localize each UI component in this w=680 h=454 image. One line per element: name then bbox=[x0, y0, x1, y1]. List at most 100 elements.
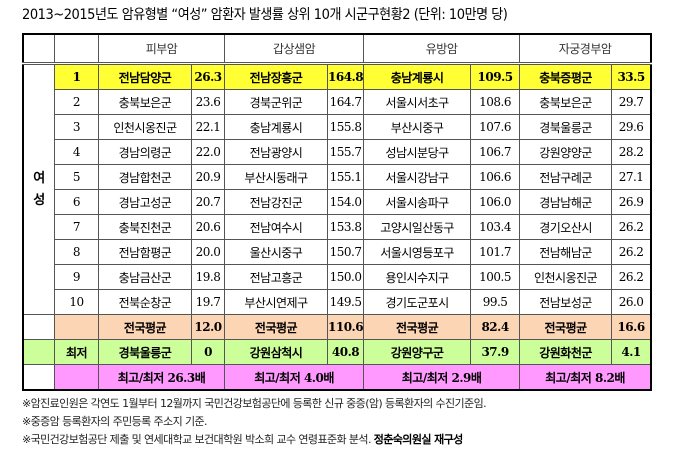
table-row: 4 경남의령군 22.0 전남광양시 155.7 성남시분당구 106.7 강원양양군 28.2 bbox=[23, 139, 652, 165]
table-row: 6 경남고성군 20.7 전남강진군 154.0 서울시송파구 106.0 경남남해군 26.9 bbox=[23, 189, 652, 215]
table-row: 7 충북진천군 20.6 전남여수시 153.8 고양시일산동구 103.4 경기오산시 26.… bbox=[23, 214, 652, 240]
value-cell: 20.6 bbox=[191, 214, 225, 240]
value-cell: 106.6 bbox=[470, 164, 521, 190]
value-cell: 150.7 bbox=[326, 239, 365, 265]
region-cell: 경북울릉군 bbox=[519, 114, 613, 140]
region-cell: 전남담양군 bbox=[98, 63, 192, 90]
minimum-row: 최저 경북울릉군 0 강원삼척시 40.8 강원양구군 37.9 강원화천군 4.1 bbox=[22, 339, 652, 365]
region-cell: 전남해남군 bbox=[519, 239, 613, 265]
value-cell: 20.9 bbox=[191, 164, 225, 190]
value-cell: 29.7 bbox=[611, 89, 652, 115]
table-row: 10 전북순창군 19.7 부산시연제구 149.5 경기도군포시 99.5 전남보성군 26.… bbox=[23, 289, 652, 315]
blank-cell bbox=[22, 314, 55, 340]
value-cell: 20.0 bbox=[191, 239, 225, 265]
rank-cell: 5 bbox=[54, 164, 99, 190]
value-cell: 103.4 bbox=[470, 214, 521, 240]
ratio-cell: 최고/최저 8.2배 bbox=[519, 364, 652, 391]
value-cell: 82.4 bbox=[470, 314, 521, 340]
table-title: 2013~2015년도 암유형별 “여성” 암환자 발생률 상위 10개 시군구… bbox=[22, 7, 508, 23]
region-cell: 강원양양군 bbox=[519, 139, 613, 165]
label-cell: 전국평균 bbox=[224, 314, 328, 340]
rank-cell: 1 bbox=[54, 63, 99, 90]
value-cell: 101.7 bbox=[470, 239, 521, 265]
table-row: 5 경남합천군 20.9 부산시동래구 155.1 서울시강남구 106.6 전남구례군 27.… bbox=[23, 164, 652, 190]
table-row: 9 충남금산군 19.8 전남고흥군 150.0 용인시수지구 100.5 인천시옹진군 26.… bbox=[23, 264, 652, 290]
table-row: 여 성 1 전남담양군 26.3 전남장흥군 164.8 충남계룡시 109.5 충북증평군 33… bbox=[22, 63, 652, 315]
cancer-incidence-table: 피부암 갑상샘암 유방암 자궁경부암 여 성 1 전남담양군 26.3 전남장흥군 164… bbox=[22, 33, 653, 391]
region-cell: 울산시중구 bbox=[224, 239, 328, 265]
value-cell: 26.0 bbox=[611, 289, 652, 315]
region-cell: 서울시서초구 bbox=[363, 89, 472, 115]
value-cell: 26.3 bbox=[191, 63, 225, 90]
region-cell: 경남합천군 bbox=[98, 164, 192, 190]
value-cell: 26.2 bbox=[611, 239, 652, 265]
footnote: ※국민건강보험공단 제출 및 연세대학교 보건대학원 박소희 교수 연령표준화 … bbox=[22, 433, 464, 446]
region-cell: 전남광양시 bbox=[224, 139, 328, 165]
region-cell: 충북보은군 bbox=[519, 89, 613, 115]
value-cell: 155.1 bbox=[326, 164, 365, 190]
header-cervical: 자궁경부암 bbox=[519, 33, 652, 65]
region-cell: 전남여수시 bbox=[224, 214, 328, 240]
header-thyroid: 갑상샘암 bbox=[223, 33, 365, 65]
value-cell: 0 bbox=[191, 339, 225, 365]
region-cell: 전남고흥군 bbox=[224, 264, 328, 290]
rank-cell: 8 bbox=[54, 239, 99, 265]
region-cell: 용인시수지구 bbox=[363, 264, 472, 290]
credit: 정춘숙의원실 재구성 bbox=[373, 433, 464, 446]
region-cell: 경남의령군 bbox=[98, 139, 192, 165]
footnotes: ※암진료인원은 각연도 1월부터 12월까지 국민건강보험공단에 등록한 신규 … bbox=[22, 395, 487, 449]
header-breast: 유방암 bbox=[363, 33, 521, 65]
value-cell: 149.5 bbox=[326, 289, 365, 315]
table-row: 8 전남함평군 20.0 울산시중구 150.7 서울시영등포구 101.7 전남해남군 26.… bbox=[23, 239, 652, 265]
region-cell: 경남고성군 bbox=[98, 189, 192, 215]
rank-cell: 2 bbox=[54, 89, 99, 115]
region-cell: 충북증평군 bbox=[519, 63, 613, 90]
table-row: 2 충북보은군 23.6 경북군위군 164.7 서울시서초구 108.6 충북보은군 29.7 bbox=[23, 89, 652, 115]
region-cell: 충남계룡시 bbox=[363, 63, 472, 90]
value-cell: 19.8 bbox=[191, 264, 225, 290]
footnote: ※중증암 등록환자의 주민등록 주소지 기준. bbox=[22, 415, 208, 428]
table-row: 3 인천시옹진군 22.1 충남계룡시 155.8 부산시중구 107.6 경북울릉군 29.6 bbox=[23, 114, 652, 140]
side-label: 여 성 bbox=[22, 63, 55, 315]
ratio-cell: 최고/최저 26.3배 bbox=[98, 364, 225, 391]
value-cell: 22.1 bbox=[191, 114, 225, 140]
region-cell: 경기오산시 bbox=[519, 214, 613, 240]
value-cell: 153.8 bbox=[326, 214, 365, 240]
blank-cell bbox=[54, 364, 99, 391]
value-cell: 26.2 bbox=[611, 214, 652, 240]
blank-cell bbox=[54, 314, 99, 340]
footnote: ※암진료인원은 각연도 1월부터 12월까지 국민건강보험공단에 등록한 신규 … bbox=[22, 397, 487, 410]
value-cell: 12.0 bbox=[191, 314, 225, 340]
value-cell: 110.6 bbox=[326, 314, 365, 340]
value-cell: 107.6 bbox=[470, 114, 521, 140]
region-cell: 경남남해군 bbox=[519, 189, 613, 215]
national-average-row: 전국평균 12.0 전국평균 110.6 전국평균 82.4 전국평균 16.6 bbox=[22, 314, 652, 340]
value-cell: 26.9 bbox=[611, 189, 652, 215]
label-cell: 전국평균 bbox=[519, 314, 613, 340]
region-cell: 경북군위군 bbox=[224, 89, 328, 115]
rank-cell: 3 bbox=[54, 114, 99, 140]
rank-cell: 4 bbox=[54, 139, 99, 165]
header-blank bbox=[22, 33, 55, 65]
ratio-row: 최고/최저 26.3배 최고/최저 4.0배 최고/최저 2.9배 최고/최저 8.2… bbox=[22, 364, 652, 391]
region-cell: 충남금산군 bbox=[98, 264, 192, 290]
value-cell: 23.6 bbox=[191, 89, 225, 115]
region-cell: 성남시분당구 bbox=[363, 139, 472, 165]
rank-cell: 7 bbox=[54, 214, 99, 240]
value-cell: 40.8 bbox=[326, 339, 365, 365]
value-cell: 99.5 bbox=[470, 289, 521, 315]
blank-cell bbox=[22, 364, 55, 391]
header-row: 피부암 갑상샘암 유방암 자궁경부암 bbox=[22, 33, 652, 65]
label-cell: 전국평균 bbox=[98, 314, 192, 340]
value-cell: 19.7 bbox=[191, 289, 225, 315]
region-cell: 강원삼척시 bbox=[224, 339, 328, 365]
region-cell: 강원화천군 bbox=[519, 339, 613, 365]
region-cell: 경기도군포시 bbox=[363, 289, 472, 315]
value-cell: 106.7 bbox=[470, 139, 521, 165]
value-cell: 155.8 bbox=[326, 114, 365, 140]
region-cell: 부산시동래구 bbox=[224, 164, 328, 190]
region-cell: 경북울릉군 bbox=[98, 339, 192, 365]
value-cell: 100.5 bbox=[470, 264, 521, 290]
value-cell: 20.7 bbox=[191, 189, 225, 215]
region-cell: 전남장흥군 bbox=[224, 63, 328, 90]
